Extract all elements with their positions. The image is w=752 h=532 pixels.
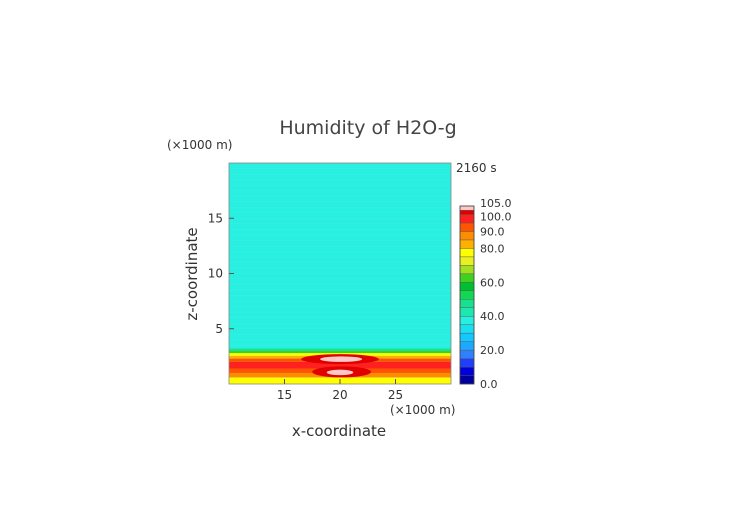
colorbar-swatch [459, 358, 475, 368]
colorbar-swatch [459, 205, 475, 211]
humidity-band [229, 348, 451, 351]
x-tick-label: 25 [388, 388, 403, 402]
colorbar-swatch [459, 349, 475, 359]
colorbar-swatch [459, 315, 475, 325]
axes: 15 20 25 5 10 15 [208, 162, 452, 402]
colorbar-label: 100.0 [480, 210, 512, 223]
colorbar-swatch [459, 265, 475, 275]
saturation-blob [320, 356, 363, 362]
colorbar-label: 90.0 [480, 225, 505, 238]
colorbar-label: 40.0 [480, 310, 505, 323]
colorbar-swatch [459, 273, 475, 283]
colorbar-frame [459, 205, 475, 385]
colorbar-swatch [459, 222, 475, 232]
colorbar-swatch [459, 324, 475, 334]
colorbar-label: 0.0 [480, 378, 498, 391]
colorbar-swatch [459, 282, 475, 291]
colorbar-swatch [459, 299, 475, 308]
humidity-band [229, 350, 451, 354]
colorbar-label: 20.0 [480, 344, 505, 357]
colorbar-swatch [459, 239, 475, 249]
saturation-blob [326, 369, 354, 376]
y-tick-label: 10 [208, 267, 223, 281]
colorbar-swatch [459, 332, 475, 342]
colorbar-swatch [459, 290, 475, 300]
colorbar-swatch [459, 341, 475, 351]
y-tick-label: 5 [215, 322, 223, 336]
colorbar-swatch [459, 256, 475, 266]
plot-area [229, 163, 451, 384]
time-label: 2160 s [456, 161, 497, 175]
chart-title: Humidity of H2O-g [279, 117, 456, 139]
colorbar-swatch [459, 375, 475, 385]
colorbar-label: 105.0 [480, 197, 512, 210]
x-unit-label: (×1000 m) [390, 403, 455, 417]
y-tick-label: 15 [208, 211, 223, 225]
colorbar-swatch [459, 214, 475, 224]
x-tick-label: 20 [332, 388, 347, 402]
colorbar-label: 60.0 [480, 276, 505, 289]
y-axis-label: z-coordinate [183, 227, 201, 320]
y-unit-label: (×1000 m) [167, 138, 232, 152]
x-axis-label: x-coordinate [292, 422, 386, 440]
colorbar-swatch [459, 248, 475, 258]
colorbar-label: 80.0 [480, 242, 505, 255]
colorbar-swatch [459, 366, 475, 376]
humidity-band [229, 361, 451, 369]
colorbar-swatch [459, 231, 475, 241]
x-tick-label: 15 [277, 388, 292, 402]
colorbar-swatch [459, 210, 475, 215]
colorbar-swatch [459, 307, 475, 317]
